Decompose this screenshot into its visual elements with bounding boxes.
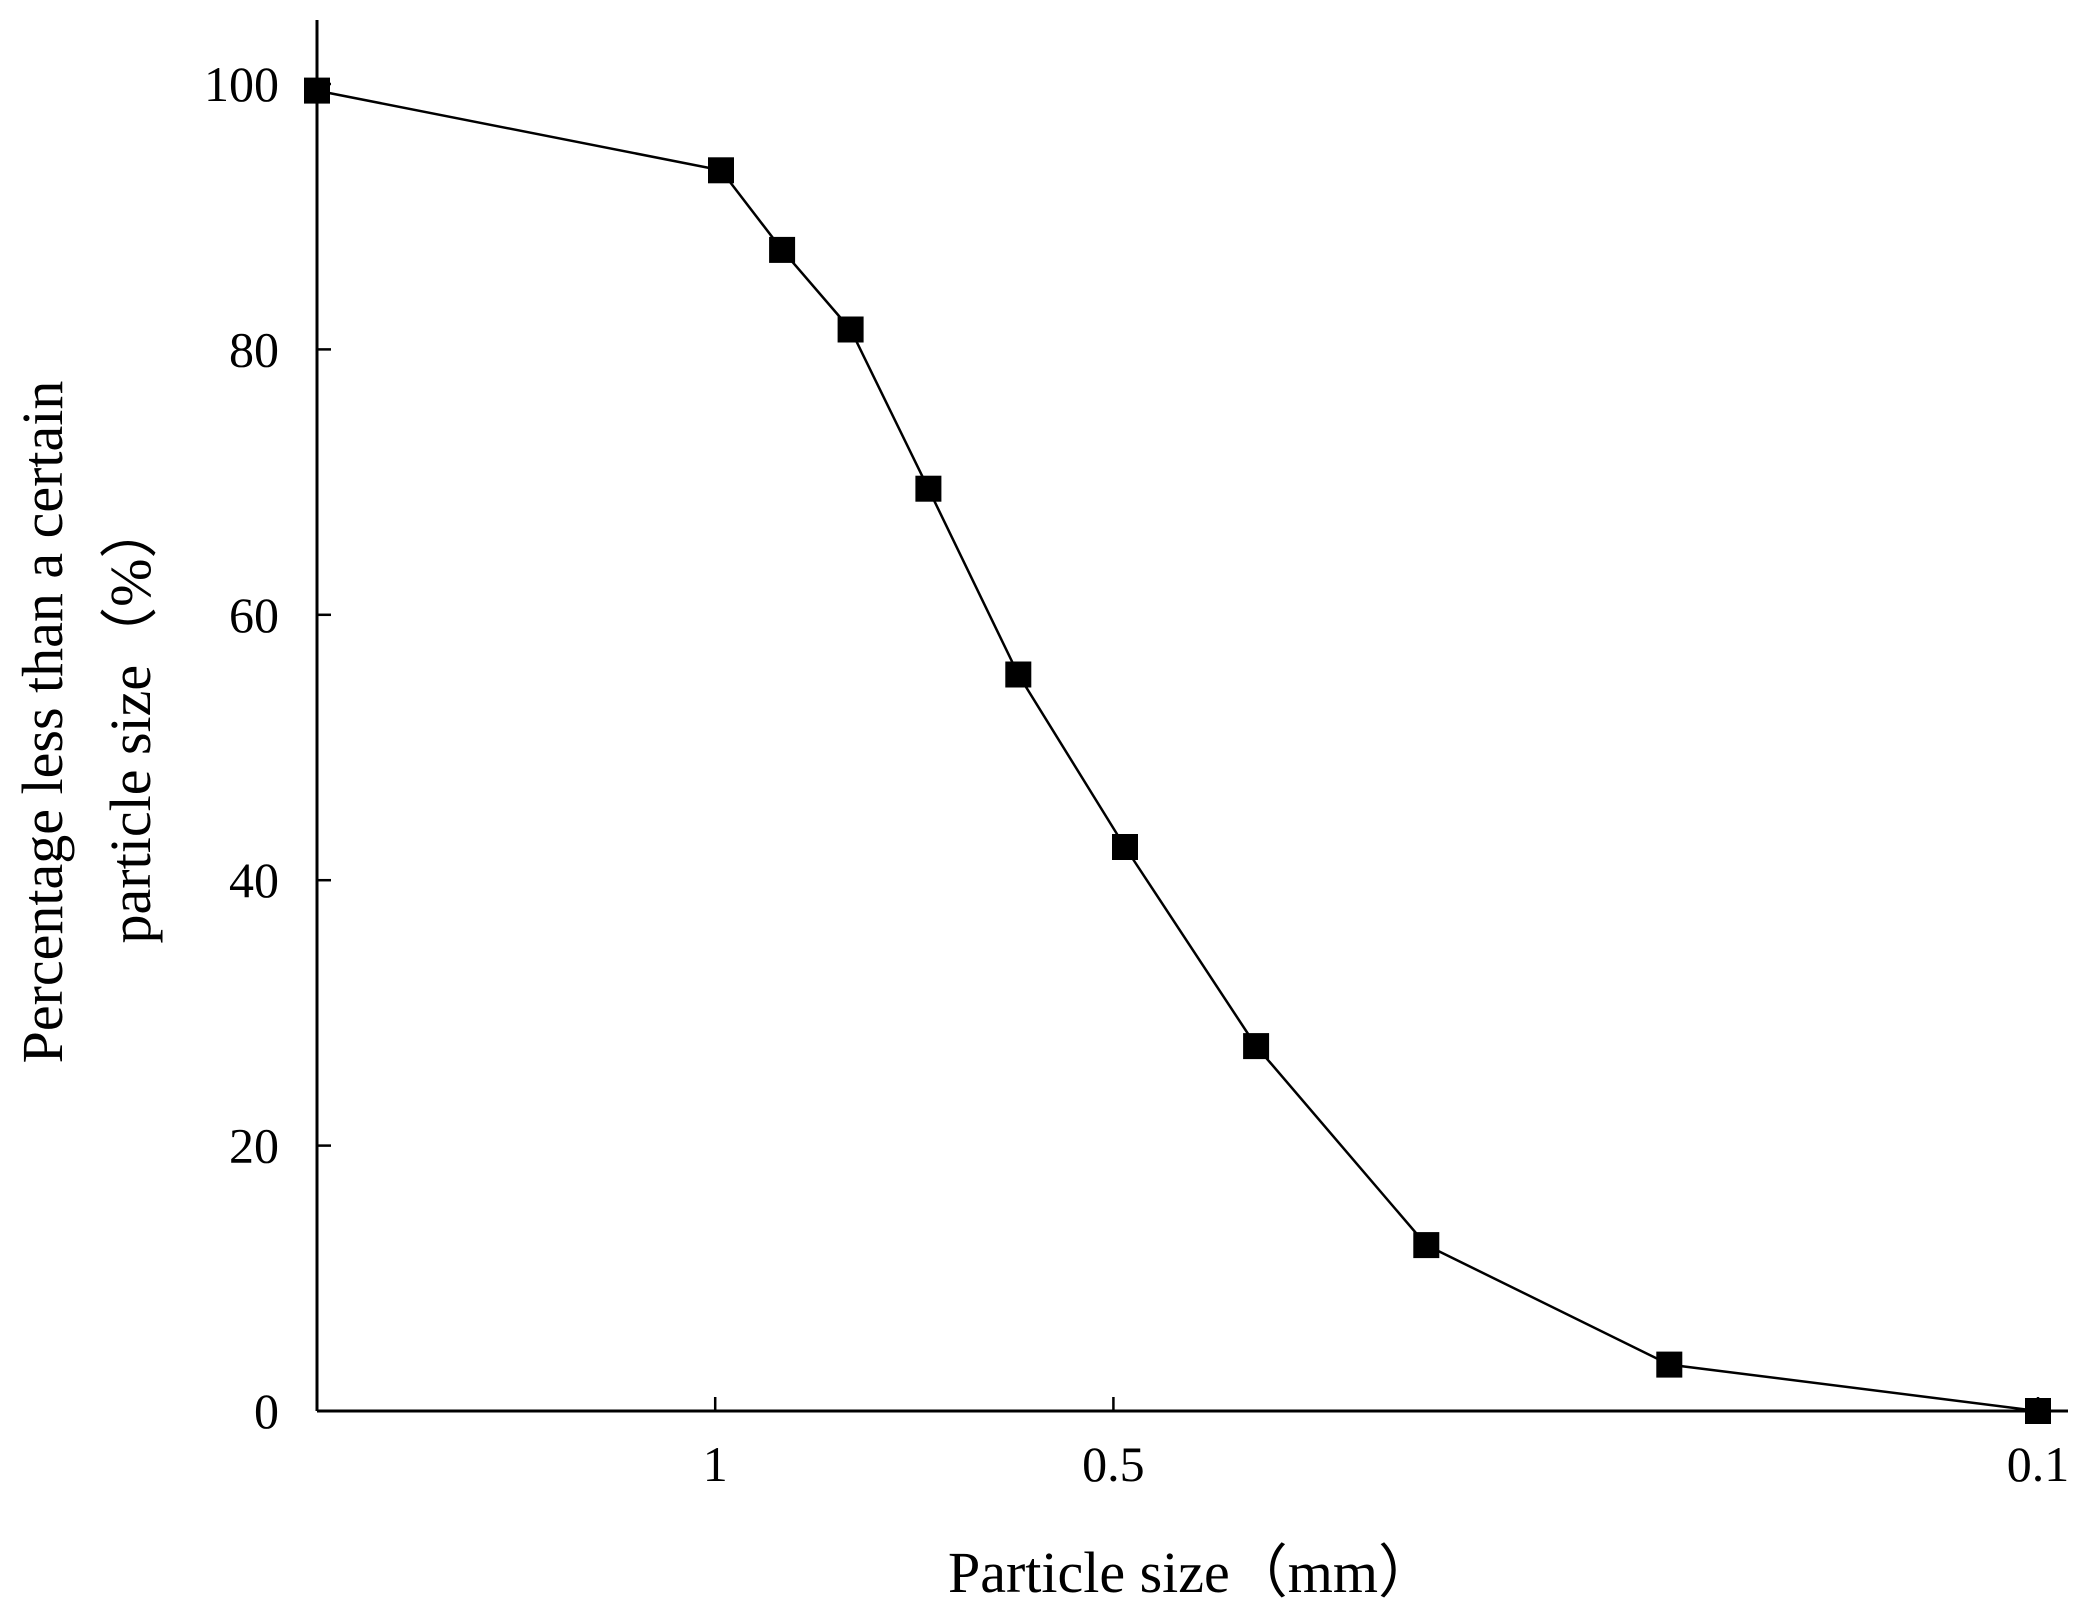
- x-tick-label: 0.5: [1082, 1436, 1145, 1492]
- data-point-marker: [837, 316, 864, 343]
- data-point-marker: [708, 157, 734, 184]
- x-tick-label: 0.1: [2007, 1436, 2070, 1492]
- series-line: [316, 89, 2039, 1413]
- x-tick-label: 1: [703, 1436, 728, 1492]
- data-point-marker: [304, 77, 330, 104]
- data-point-marker: [1413, 1232, 1440, 1259]
- data-point-marker: [1656, 1351, 1683, 1378]
- y-axis-title: Percentage less than a certain particle …: [10, 381, 163, 1064]
- data-point-marker: [2025, 1398, 2051, 1424]
- series-markers: [304, 77, 2051, 1424]
- plot-area: 0 20 40 60 80 100 1 0.5 0.1: [204, 20, 2069, 1492]
- y-tick-label: 40: [229, 852, 279, 908]
- y-tick-label: 100: [204, 56, 279, 112]
- data-point-marker: [915, 475, 942, 502]
- data-point-marker: [1243, 1033, 1270, 1060]
- y-axis-title-line-1: Percentage less than a certain: [10, 381, 75, 1064]
- y-axis-title-line-2: particle size（%）: [98, 501, 163, 944]
- data-point-marker: [1005, 661, 1032, 688]
- x-axis-ticks: 1 0.5 0.1: [703, 1397, 2070, 1492]
- x-axis-title: Particle size（mm）: [948, 1540, 1436, 1605]
- y-tick-label: 0: [254, 1383, 279, 1439]
- data-point-marker: [769, 236, 796, 263]
- y-tick-label: 60: [229, 587, 279, 643]
- y-axis-ticks: 0 20 40 60 80 100: [204, 56, 331, 1439]
- y-tick-label: 80: [229, 321, 279, 377]
- data-point-marker: [1112, 834, 1138, 860]
- y-tick-label: 20: [229, 1118, 279, 1174]
